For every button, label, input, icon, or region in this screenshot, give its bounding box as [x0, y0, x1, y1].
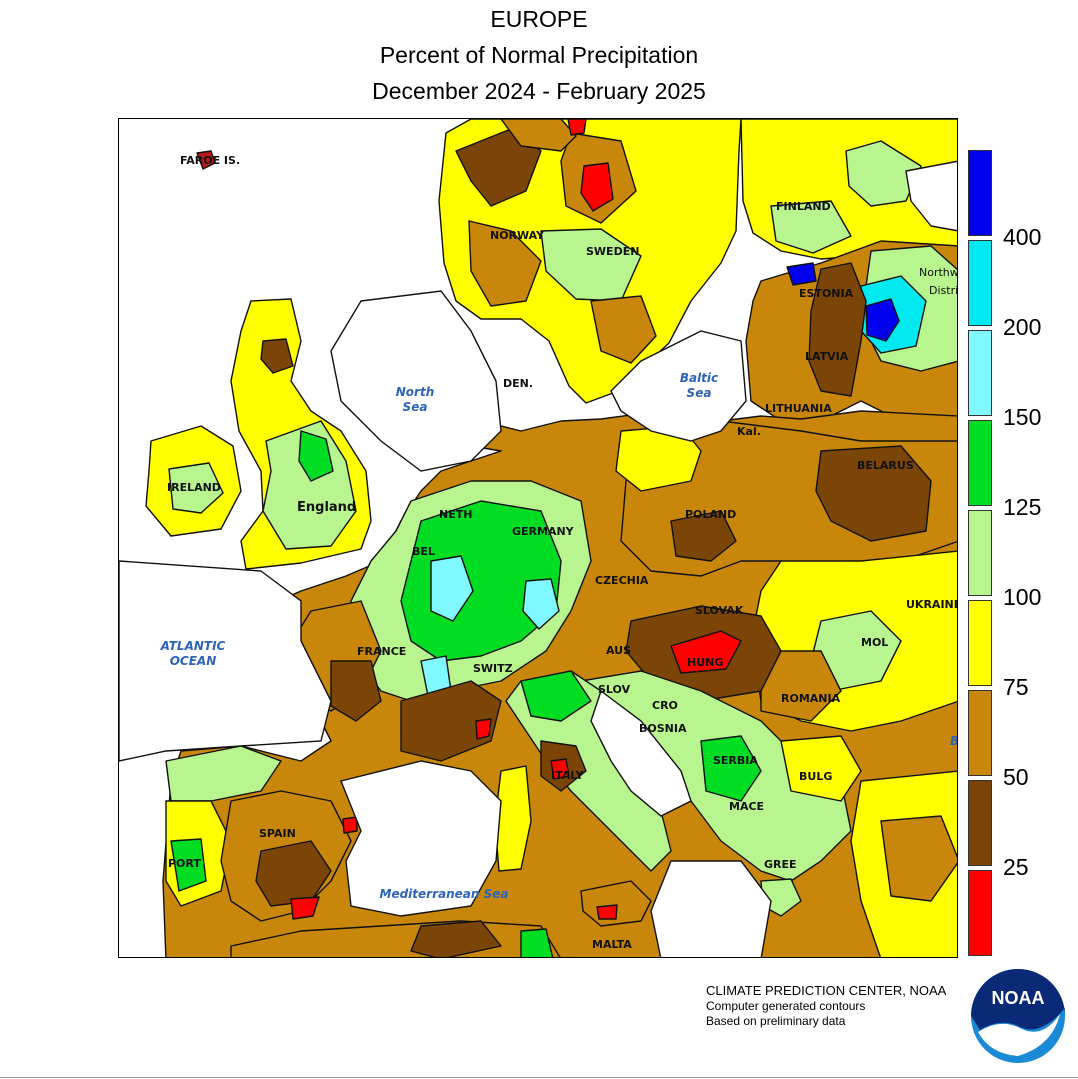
legend-swatch	[968, 510, 992, 596]
legend-swatch	[968, 330, 992, 416]
label-black-sea: B	[950, 734, 957, 749]
legend-tick-label: 50	[1003, 764, 1029, 790]
water-baltic-line1: Baltic	[679, 371, 719, 385]
legend-tick-label: 125	[1003, 494, 1042, 520]
water-baltic-sea: Baltic Sea	[671, 371, 727, 401]
water-atlantic: ATLANTIC OCEAN	[155, 639, 231, 669]
legend-tick-label: 150	[1003, 404, 1042, 430]
label-netherlands: NETH	[439, 508, 473, 521]
label-france: FRANCE	[357, 645, 407, 658]
label-slovakia: SLOVAK	[695, 604, 744, 617]
label-germany: GERMANY	[512, 525, 574, 538]
legend-tick-label: 100	[1003, 584, 1042, 610]
legend-swatch	[968, 780, 992, 866]
label-austria: AUS	[606, 644, 632, 657]
label-greece: GREE	[764, 858, 797, 871]
legend-tick-label: 75	[1003, 674, 1029, 700]
legend-swatch	[968, 870, 992, 956]
water-north-sea: North Sea	[387, 385, 443, 415]
precipitation-map: FAROE IS. FINLAND NORWAY SWEDEN ESTONIA …	[118, 118, 958, 958]
label-kaliningrad: Kal.	[737, 425, 761, 438]
water-mediterranean: Mediterranean Sea	[379, 887, 509, 901]
legend-tick-label: 200	[1003, 314, 1042, 340]
label-hungary: HUNG	[687, 656, 724, 669]
map-title: EUROPE	[490, 6, 588, 32]
bottom-rule	[0, 1077, 1078, 1078]
label-switzerland: SWITZ	[473, 662, 513, 675]
noaa-logo: NOAA	[971, 969, 1065, 1063]
label-latvia: LATVIA	[805, 350, 849, 363]
label-norway: NORWAY	[490, 229, 545, 242]
label-croatia: CRO	[652, 699, 678, 712]
label-czechia: CZECHIA	[595, 574, 649, 587]
credit-line-1: CLIMATE PREDICTION CENTER, NOAA	[706, 983, 947, 998]
label-spain: SPAIN	[259, 827, 296, 840]
label-serbia: SERBIA	[713, 754, 758, 767]
label-belgium: BEL	[412, 545, 435, 558]
map-canvas	[119, 119, 957, 957]
label-denmark: DEN.	[503, 377, 534, 390]
label-ireland: IRELAND	[167, 481, 221, 494]
legend-swatch	[968, 600, 992, 686]
label-finland: FINLAND	[776, 200, 831, 213]
label-lithuania: LITHUANIA	[765, 402, 832, 415]
label-bosnia: BOSNIA	[639, 722, 687, 735]
legend-swatch	[968, 690, 992, 776]
label-northwest-district: Northw	[919, 266, 958, 279]
label-faroe: FAROE IS.	[180, 154, 241, 167]
label-england: England	[297, 500, 357, 515]
legend-swatch	[968, 420, 992, 506]
label-northwest-district-2: Distri	[929, 284, 958, 297]
label-estonia: ESTONIA	[799, 287, 854, 300]
water-baltic-line2: Sea	[686, 386, 712, 400]
map-period: December 2024 - February 2025	[372, 78, 706, 104]
legend-swatch	[968, 150, 992, 236]
water-atlantic-line2: OCEAN	[169, 654, 217, 668]
credit-line-3: Based on preliminary data	[706, 1014, 846, 1028]
label-sweden: SWEDEN	[586, 245, 640, 258]
label-romania: ROMANIA	[781, 692, 841, 705]
label-macedonia: MACE	[729, 800, 765, 813]
legend-tick-label: 25	[1003, 854, 1029, 880]
label-malta: MALTA	[592, 938, 632, 951]
label-slovenia: SLOV	[598, 683, 631, 696]
label-belarus: BELARUS	[857, 459, 914, 472]
water-north-sea-line1: North	[395, 385, 435, 399]
credit-line-2: Computer generated contours	[706, 999, 866, 1013]
legend-swatch	[968, 240, 992, 326]
water-north-sea-line2: Sea	[402, 400, 428, 414]
label-moldova: MOL	[861, 636, 889, 649]
label-italy: ITALY	[551, 769, 584, 782]
map-subtitle: Percent of Normal Precipitation	[379, 42, 699, 68]
label-poland: POLAND	[685, 508, 737, 521]
label-ukraine: UKRAINE	[906, 598, 958, 611]
label-portugal: PORT	[168, 857, 201, 870]
legend-tick-label: 400	[1003, 224, 1042, 250]
water-atlantic-line1: ATLANTIC	[160, 639, 226, 653]
noaa-logo-text: NOAA	[992, 988, 1045, 1008]
label-bulgaria: BULG	[799, 770, 833, 783]
